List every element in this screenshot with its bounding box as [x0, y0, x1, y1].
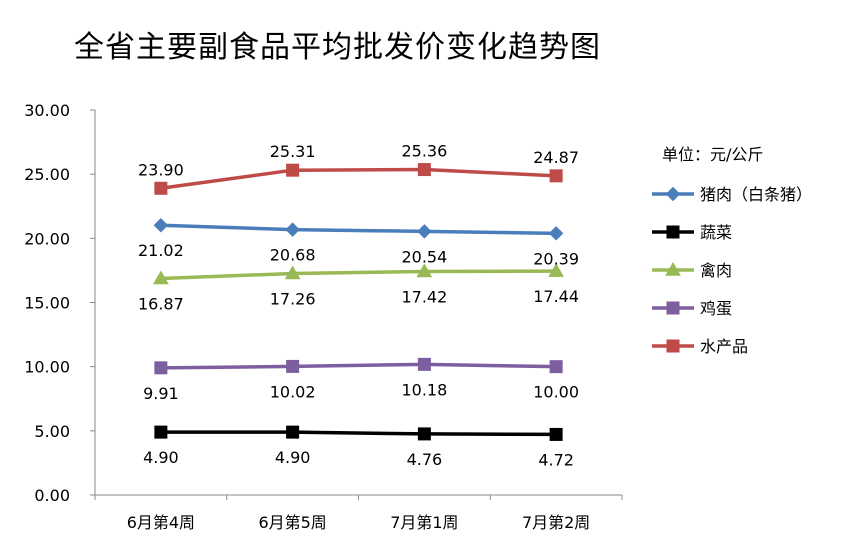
chart-title: 全省主要副食品平均批发价变化趋势图	[74, 30, 601, 65]
data-labels: 21.02 20.68 20.54 20.39 4.90 4.90 4.76 4.72 16.8…	[138, 142, 579, 470]
x-tick-label: 7月第2周	[522, 513, 590, 532]
data-label: 9.91	[143, 384, 179, 403]
series-0	[153, 218, 564, 241]
data-label: 10.00	[533, 383, 579, 402]
data-label: 25.36	[401, 142, 447, 161]
data-point	[153, 218, 169, 233]
data-label: 20.54	[401, 247, 447, 266]
legend-marker	[665, 261, 681, 276]
data-label: 4.90	[143, 448, 179, 467]
data-label: 24.87	[533, 148, 579, 167]
series-layer	[153, 163, 564, 441]
data-point	[286, 163, 300, 177]
axes: 0.00 5.00 10.00 15.00 20.00 25.00 30.00 6月第4周 6月…	[24, 101, 623, 532]
data-point	[549, 360, 563, 374]
legend-label: 猪肉（白条猪）	[700, 185, 812, 204]
data-label: 4.90	[275, 448, 311, 467]
data-label: 20.68	[270, 246, 316, 265]
series-line	[160, 223, 557, 236]
data-label: 17.42	[401, 287, 447, 306]
legend-item: 蔬菜	[652, 223, 732, 242]
series-2	[153, 263, 564, 285]
data-point	[548, 226, 564, 241]
data-label: 10.02	[270, 382, 316, 401]
data-label: 10.18	[401, 380, 447, 399]
y-tick-label: 5.00	[34, 422, 70, 441]
legend-item: 猪肉（白条猪）	[652, 185, 812, 204]
legend-item: 禽肉	[652, 261, 732, 280]
data-point	[153, 270, 169, 285]
data-label: 4.72	[538, 450, 574, 469]
data-point	[417, 163, 431, 177]
y-tick-label: 25.00	[24, 165, 70, 184]
data-point	[548, 263, 564, 277]
x-tick-label: 6月第4周	[127, 513, 195, 532]
series-line	[160, 167, 557, 191]
series-4	[154, 163, 563, 195]
series-3	[154, 357, 563, 375]
legend-label: 蔬菜	[700, 223, 732, 242]
data-label: 17.44	[533, 287, 579, 306]
x-tick-label: 7月第1周	[390, 513, 458, 532]
y-tick-label: 20.00	[24, 229, 70, 248]
data-label: 17.26	[270, 289, 316, 308]
data-point	[549, 169, 563, 183]
y-tick-label: 15.00	[24, 294, 70, 313]
data-point	[416, 263, 433, 278]
series-line	[160, 269, 557, 281]
legend-label: 禽肉	[700, 261, 732, 280]
data-point	[417, 427, 431, 441]
x-tick-label: 6月第5周	[258, 513, 326, 532]
data-label: 20.39	[533, 249, 579, 268]
series-1	[154, 425, 563, 441]
data-label: 23.90	[138, 160, 184, 179]
legend-item: 鸡蛋	[652, 299, 732, 318]
unit-label: 单位：元/公斤	[662, 145, 763, 164]
data-point	[154, 425, 168, 439]
data-point	[417, 357, 431, 371]
series-line	[160, 362, 557, 370]
data-point	[154, 361, 168, 375]
legend-marker	[665, 186, 681, 202]
data-point	[285, 222, 300, 237]
legend-label: 水产品	[700, 337, 748, 356]
data-point	[154, 181, 168, 195]
y-tick-label: 30.00	[24, 101, 70, 120]
data-label: 21.02	[138, 241, 184, 260]
legend-marker	[666, 301, 680, 315]
legend-item: 水产品	[652, 337, 748, 356]
data-label: 4.76	[407, 450, 443, 469]
legend-marker	[666, 339, 680, 353]
legend-label: 鸡蛋	[700, 299, 732, 318]
legend-marker	[666, 225, 680, 239]
data-label: 25.31	[270, 142, 316, 161]
data-point	[286, 359, 300, 373]
data-label: 16.87	[138, 295, 184, 314]
data-point	[549, 427, 563, 441]
data-point	[284, 265, 301, 280]
y-tick-label: 10.00	[24, 358, 70, 377]
series-line	[160, 430, 557, 437]
y-tick-label: 0.00	[34, 486, 70, 505]
data-point	[286, 425, 300, 439]
data-point	[417, 224, 432, 239]
